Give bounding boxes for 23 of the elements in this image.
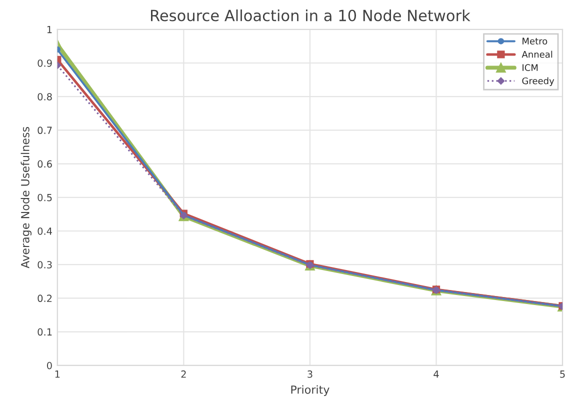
x-tick-label: 5 (560, 370, 565, 378)
legend-label: Anneal (522, 50, 552, 58)
y-tick-label: 0.9 (38, 59, 52, 67)
legend-label: ICM (522, 64, 538, 72)
x-tick-label: 4 (434, 370, 439, 378)
y-tick-label: 1 (47, 26, 52, 34)
y-tick-label: 0.3 (38, 261, 52, 268)
x-tick-label: 1 (55, 370, 60, 378)
x-tick-label: 2 (181, 370, 186, 378)
y-tick-label: 0.1 (38, 328, 52, 336)
y-tick-label: 0.4 (38, 227, 52, 235)
y-tick-label: 0.7 (38, 126, 52, 134)
y-tick-label: 0.8 (38, 93, 52, 100)
legend-label: Metro (522, 38, 548, 45)
y-tick-label: 0 (46, 362, 52, 370)
y-axis-title: Average Node Usefulness (20, 126, 32, 268)
legend-label: Greedy (522, 77, 554, 86)
y-tick-label: 0.6 (38, 160, 52, 168)
y-tick-label: 0.2 (38, 294, 52, 302)
chart-title: Resource Alloaction in a 10 Node Network (151, 9, 470, 22)
x-axis-title: Priority (291, 385, 330, 396)
x-tick-label: 3 (308, 370, 312, 378)
y-tick-label: 0.5 (38, 194, 52, 202)
